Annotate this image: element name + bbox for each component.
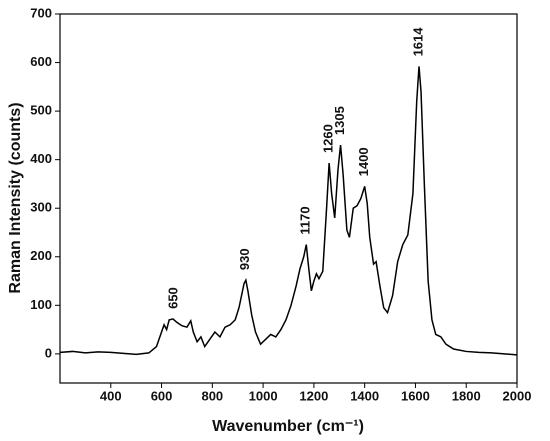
x-axis-title: Wavenumber (cm⁻¹) xyxy=(212,418,364,435)
y-tick-label: 300 xyxy=(30,200,52,215)
spectrum-line xyxy=(59,66,518,356)
y-tick-label: 600 xyxy=(30,54,52,69)
y-tick-label: 0 xyxy=(45,345,52,360)
y-tick-label: 700 xyxy=(30,5,52,20)
y-axis-title: Raman Intensity (counts) xyxy=(7,102,24,293)
peak-label: 1260 xyxy=(321,124,336,153)
peak-label: 1400 xyxy=(356,147,371,176)
x-tick-label: 1000 xyxy=(249,388,278,403)
y-tick-label: 500 xyxy=(30,103,52,118)
x-tick-label: 1200 xyxy=(299,388,328,403)
y-tick-label: 100 xyxy=(30,297,52,312)
plot-frame xyxy=(59,13,518,384)
peak-label: 1305 xyxy=(332,106,347,135)
x-tick-label: 1800 xyxy=(452,388,481,403)
x-tick-label: 1600 xyxy=(401,388,430,403)
peak-label: 1170 xyxy=(298,206,313,234)
y-tick-label: 200 xyxy=(30,248,52,263)
x-tick-label: 2000 xyxy=(503,388,532,403)
peak-label: 930 xyxy=(237,248,252,270)
peak-label: 650 xyxy=(166,287,181,309)
x-tick-label: 800 xyxy=(201,388,223,403)
y-tick-label: 400 xyxy=(30,151,52,166)
x-tick-label: 1400 xyxy=(350,388,379,403)
peak-label: 1614 xyxy=(410,27,425,57)
x-tick-label: 400 xyxy=(100,388,122,403)
x-tick-label: 600 xyxy=(151,388,173,403)
